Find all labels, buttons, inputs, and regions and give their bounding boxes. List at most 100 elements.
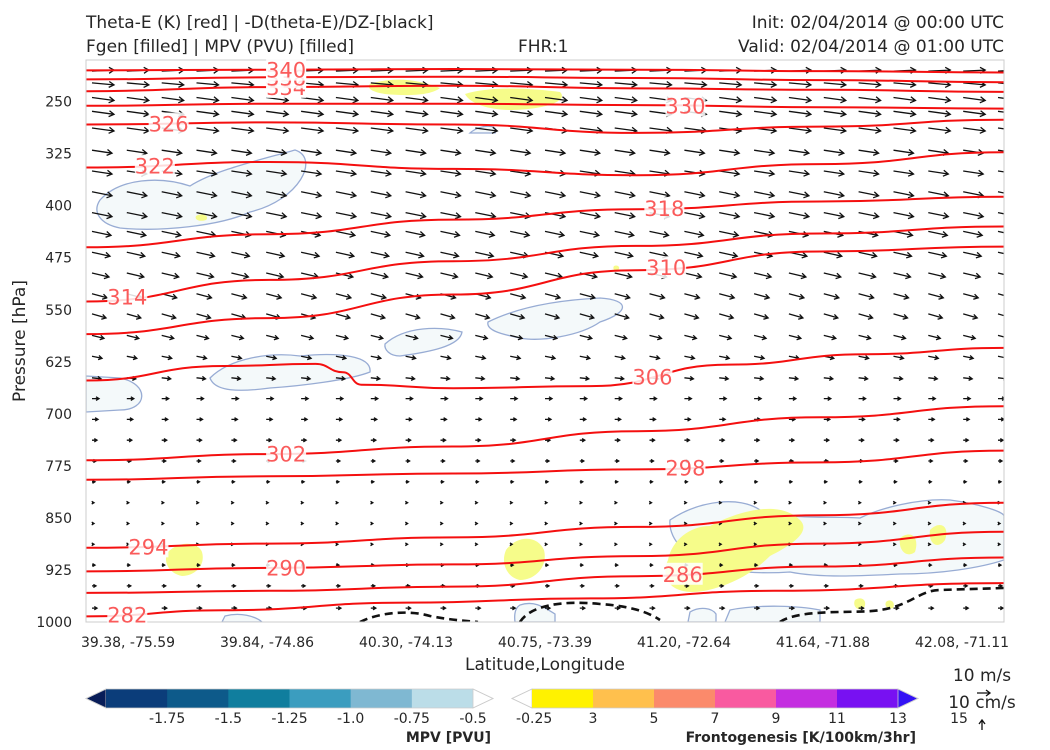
vector-key-w-arrow xyxy=(978,718,986,730)
wind-vector-arrow xyxy=(335,251,356,259)
wind-vector-arrow xyxy=(370,417,379,422)
wind-vector-arrow xyxy=(788,375,800,381)
wind-vector-arrow xyxy=(544,96,569,104)
wind-vector-arrow xyxy=(231,563,236,568)
wind-vector-arrow xyxy=(928,96,952,104)
wind-vector-arrow xyxy=(196,417,204,422)
theta-e-contour-label: 314 xyxy=(107,286,147,310)
colorbar-tick-label: -0.25 xyxy=(516,711,552,727)
wind-vector-arrow xyxy=(126,272,146,280)
wind-vector-arrow xyxy=(91,96,116,104)
wind-vector-arrow xyxy=(754,375,765,381)
wind-vector-arrow xyxy=(161,583,167,589)
wind-vector-arrow xyxy=(510,334,524,341)
wind-vector-arrow xyxy=(614,191,636,199)
wind-vector-arrow xyxy=(405,355,417,361)
wind-vector-arrow xyxy=(91,542,96,547)
wind-vector-arrow xyxy=(857,521,862,526)
x-axis-title: Latitude,Longitude xyxy=(465,655,625,675)
wind-vector-arrow xyxy=(545,396,554,401)
wind-vector-arrow xyxy=(231,458,237,464)
wind-vector-arrow xyxy=(719,191,741,199)
wind-vector-arrow xyxy=(266,272,285,280)
wind-vector-arrow xyxy=(893,479,898,484)
wind-vector-arrow xyxy=(684,313,700,320)
wind-vector-arrow xyxy=(579,521,584,526)
wind-vector-arrow xyxy=(788,126,813,134)
wind-vector-arrow xyxy=(579,375,591,381)
wind-vector-arrow xyxy=(963,313,979,320)
wind-vector-arrow xyxy=(126,479,132,484)
wind-vector-arrow xyxy=(684,479,689,484)
wind-vector-arrow xyxy=(997,82,1004,85)
wind-vector-arrow xyxy=(510,230,531,238)
plot-frame xyxy=(85,59,1005,623)
wind-vector-arrow xyxy=(440,230,461,238)
wind-vector-arrow xyxy=(963,169,985,177)
wind-vector-arrow xyxy=(475,605,482,611)
wind-vector-arrow xyxy=(91,521,96,526)
wind-vector-arrow xyxy=(997,211,1004,215)
wind-vector-arrow xyxy=(718,500,723,505)
wind-vector-arrow xyxy=(126,230,148,238)
wind-vector-arrow xyxy=(719,96,743,104)
wind-vector-arrow xyxy=(544,148,567,157)
wind-vector-arrow xyxy=(858,251,878,259)
wind-vector-arrow xyxy=(858,583,864,589)
wind-vector-arrow xyxy=(440,375,451,381)
wind-vector-arrow xyxy=(788,438,796,443)
wind-vector-arrow xyxy=(753,293,771,300)
wind-vector-arrow xyxy=(579,458,586,464)
x-tick-label: 41.64, -71.88 xyxy=(776,635,870,651)
wind-vector-arrow xyxy=(370,211,393,220)
wind-vector-arrow xyxy=(545,479,550,484)
wind-vector-arrow xyxy=(161,458,167,464)
wind-vector-arrow xyxy=(370,458,377,464)
wind-vector-arrow xyxy=(649,417,657,422)
wind-vector-arrow xyxy=(858,96,882,104)
wind-vector-arrow xyxy=(788,334,803,341)
wind-vector-arrow xyxy=(440,191,462,199)
wind-vector-arrow xyxy=(301,479,306,484)
wind-vector-arrow xyxy=(893,169,915,177)
wind-vector-arrow xyxy=(858,211,880,220)
wind-vector-arrow xyxy=(893,148,915,157)
wind-vector-arrow xyxy=(91,169,114,177)
wind-vector-arrow xyxy=(370,251,391,259)
wind-vector-arrow xyxy=(335,605,343,611)
wind-vector-arrow xyxy=(161,148,183,157)
wind-vector-arrow xyxy=(579,479,585,484)
wind-vector-arrow xyxy=(614,334,628,341)
wind-vector-arrow xyxy=(266,211,288,220)
y-tick-label: 400 xyxy=(45,199,72,215)
wind-vector-arrow xyxy=(858,605,865,611)
wind-vector-arrow xyxy=(301,126,325,134)
wind-vector-arrow xyxy=(301,417,309,422)
theta-e-contour-line xyxy=(86,556,1004,594)
wind-vector-arrow xyxy=(614,251,634,259)
valid-time-label: Valid: 02/04/2014 @ 01:00 UTC xyxy=(738,37,1004,57)
wind-vector-arrow xyxy=(370,191,393,199)
wind-vector-arrow xyxy=(335,458,342,464)
wind-vector-arrow xyxy=(126,313,143,320)
wind-vector-arrow xyxy=(196,148,218,157)
wind-vector-arrow xyxy=(196,583,202,589)
wind-vector-arrow xyxy=(474,500,479,505)
wind-vector-arrow xyxy=(510,126,534,134)
wind-vector-arrow xyxy=(719,272,738,280)
wind-vector-arrow xyxy=(91,334,106,341)
wind-vector-arrow xyxy=(126,251,147,259)
wind-vector-arrow xyxy=(788,191,811,199)
colorbar-tick-label: -1.5 xyxy=(215,711,242,727)
theta-e-contour-line xyxy=(86,84,1004,93)
wind-vector-arrow xyxy=(927,500,932,505)
wind-vector-arrow xyxy=(510,148,532,157)
wind-vector-arrow xyxy=(963,563,968,568)
wind-vector-arrow xyxy=(684,438,691,443)
wind-vector-arrow xyxy=(928,375,939,381)
wind-vector-arrow xyxy=(893,211,915,220)
wind-vector-arrow xyxy=(196,438,203,443)
wind-vector-arrow xyxy=(614,313,630,320)
wind-vector-arrow xyxy=(231,375,242,381)
frontogenesis-filled-region xyxy=(195,214,208,221)
